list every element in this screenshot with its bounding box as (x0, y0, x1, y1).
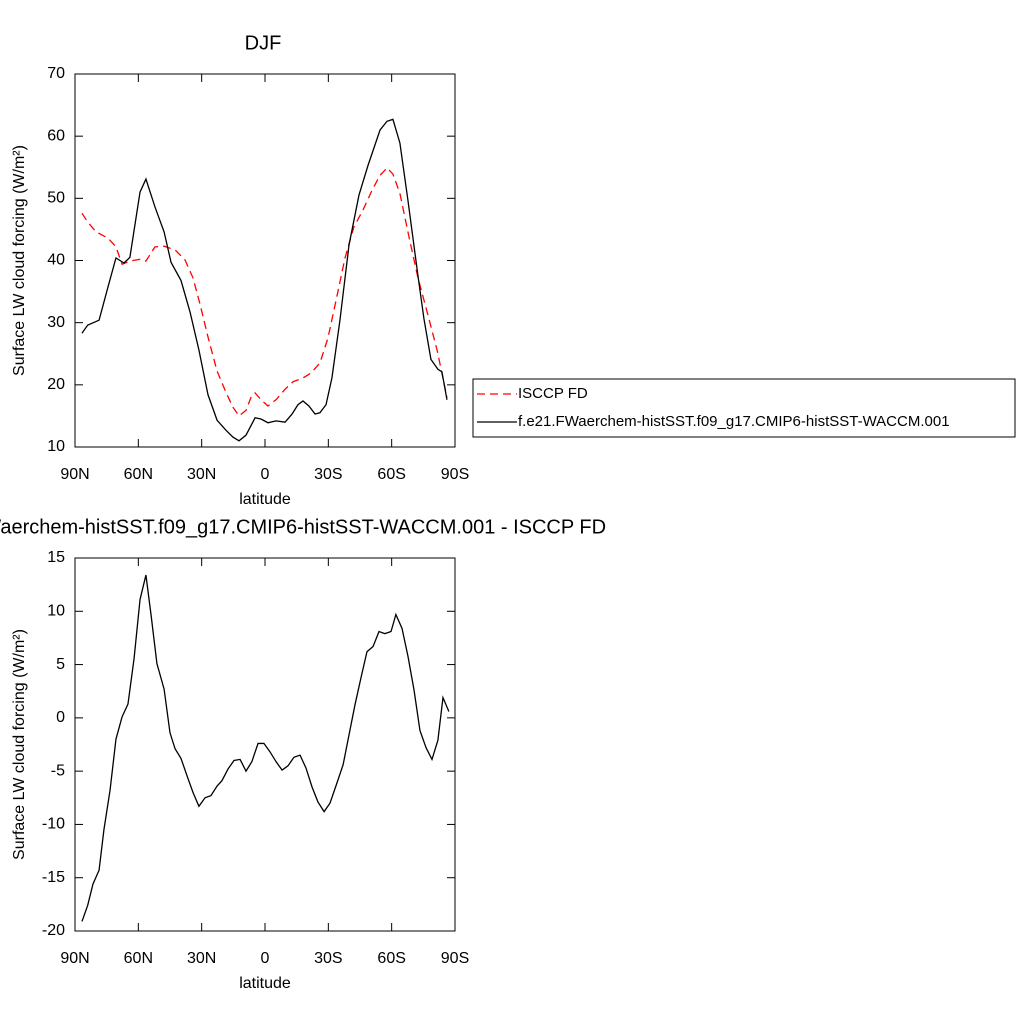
x-tick-label: 30S (314, 466, 342, 483)
x-tick-label: 30N (187, 466, 216, 483)
x-axis-label: latitude (239, 491, 291, 508)
x-tick-label: 60N (124, 466, 153, 483)
plot-frame (74, 73, 456, 448)
chart-title: DJF (245, 32, 282, 54)
x-tick-label: 60S (377, 950, 405, 967)
legend-label: f.e21.FWaerchem-histSST.f09_g17.CMIP6-hi… (518, 413, 950, 430)
y-tick-label: 20 (47, 376, 65, 393)
y-tick-label: 70 (47, 65, 65, 82)
y-tick-label: 10 (47, 438, 65, 455)
x-tick-label: 30N (187, 950, 216, 967)
x-tick-label: 60S (377, 466, 405, 483)
y-tick-label: 60 (47, 127, 65, 144)
x-tick-label: 60N (124, 950, 153, 967)
y-axis-label: Surface LW cloud forcing (W/m²) (11, 629, 28, 860)
y-tick-label: 0 (56, 709, 65, 726)
x-tick-label: 90N (60, 466, 89, 483)
y-tick-label: 15 (47, 549, 65, 566)
y-tick-label: 50 (47, 190, 65, 207)
x-tick-label: 30S (314, 950, 342, 967)
y-tick-label: -15 (42, 869, 65, 886)
data-line (81, 118, 448, 442)
x-tick-label: 90S (441, 950, 469, 967)
y-tick-label: 30 (47, 314, 65, 331)
y-tick-label: -10 (42, 816, 65, 833)
y-tick-label: 10 (47, 603, 65, 620)
y-tick-label: -5 (51, 762, 65, 779)
data-line (81, 574, 450, 922)
y-tick-label: 5 (56, 656, 65, 673)
legend-label: ISCCP FD (518, 385, 588, 402)
x-tick-label: 0 (261, 950, 270, 967)
x-tick-label: 90N (60, 950, 89, 967)
y-tick-label: 40 (47, 252, 65, 269)
x-axis-label: latitude (239, 975, 291, 992)
data-line (81, 166, 448, 417)
x-tick-label: 90S (441, 466, 469, 483)
y-axis-label: Surface LW cloud forcing (W/m²) (11, 145, 28, 376)
x-tick-label: 0 (261, 466, 270, 483)
y-tick-label: -20 (42, 922, 65, 939)
chart-title: f.e21.FWaerchem-histSST.f09_g17.CMIP6-hi… (0, 516, 606, 538)
legend-box (472, 378, 1016, 438)
